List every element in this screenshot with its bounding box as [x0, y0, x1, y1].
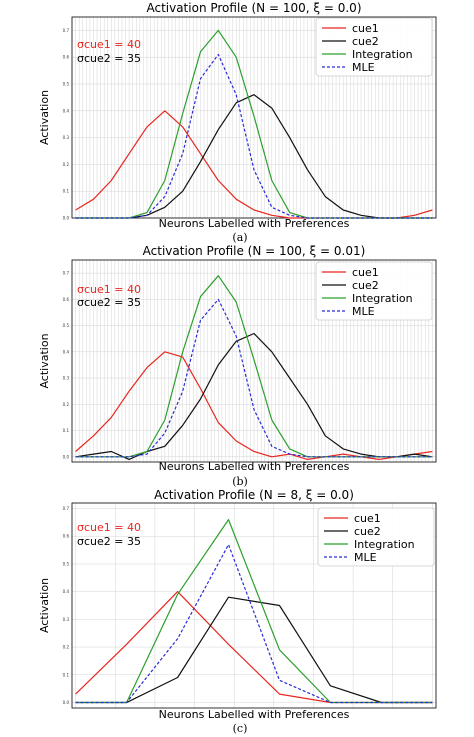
- y-tick-label: 0.3: [63, 617, 70, 622]
- legend-label-mle: MLE: [352, 61, 375, 74]
- legend-label-cue1: cue1: [354, 512, 381, 525]
- series-line-mle: [75, 53, 433, 219]
- legend-label-mle: MLE: [352, 305, 375, 318]
- y-tick-label: 0.6: [63, 534, 70, 539]
- series-line-cue2: [75, 596, 433, 704]
- y-axis-label: Activation: [38, 90, 51, 145]
- series-line-cue1: [75, 351, 433, 460]
- chart-title: Activation Profile (N = 8, ξ = 0.0): [154, 488, 354, 502]
- chart-title: Activation Profile (N = 100, ξ = 0.01): [143, 244, 366, 258]
- legend-box: [315, 261, 433, 321]
- y-tick-label: 0.0: [63, 454, 70, 459]
- series-line-mle: [75, 298, 433, 458]
- legend-box: [317, 507, 435, 567]
- y-tick-label: 0.3: [63, 376, 70, 381]
- y-tick-label: 0.1: [63, 672, 70, 677]
- sigma-cue2-annotation: σcue2 = 35: [77, 535, 141, 548]
- chart-panel-1: 0.0 0.1 0.2 0.3 0.4 0.5 0.6 0.7 Activation Profi…: [38, 1, 437, 244]
- y-tick-label: 0.7: [63, 271, 70, 276]
- sigma-cue1-annotation: σcue1 = 40: [77, 283, 141, 296]
- figure-caption: (b): [232, 475, 248, 488]
- y-tick-label: 0.4: [63, 589, 70, 594]
- y-tick-label: 0.5: [63, 323, 70, 328]
- legend-label-cue1: cue1: [352, 266, 379, 279]
- chart-panel-2: 0.0 0.1 0.2 0.3 0.4 0.5 0.6 0.7 Activation Profi…: [38, 244, 437, 488]
- chart-panel-3: 0.0 0.1 0.2 0.3 0.4 0.5 0.6 0.7 Activation Profi…: [38, 488, 437, 735]
- figure-caption: (c): [233, 722, 248, 735]
- legend-label-cue2: cue2: [352, 279, 379, 292]
- sigma-cue2-annotation: σcue2 = 35: [77, 296, 141, 309]
- legend-label-cue1: cue1: [352, 22, 379, 35]
- y-tick-label: 0.1: [63, 428, 70, 433]
- legend-box: [315, 17, 433, 77]
- chart-title: Activation Profile (N = 100, ξ = 0.0): [146, 1, 361, 15]
- sigma-cue1-annotation: σcue1 = 40: [77, 521, 141, 534]
- series-line-cue2: [75, 332, 433, 460]
- y-tick-label: 0.7: [63, 28, 70, 33]
- y-tick-label: 0.2: [63, 162, 70, 167]
- sigma-cue1-annotation: σcue1 = 40: [77, 38, 141, 51]
- y-tick-label: 0.6: [63, 55, 70, 60]
- series-line-cue2: [75, 94, 433, 219]
- y-axis-label: Activation: [38, 333, 51, 388]
- y-tick-label: 0.7: [63, 506, 70, 511]
- sigma-cue2-annotation: σcue2 = 35: [77, 52, 141, 65]
- legend-label-integration: Integration: [354, 538, 415, 551]
- y-tick-label: 0.0: [63, 216, 70, 221]
- legend-label-cue2: cue2: [354, 525, 381, 538]
- y-tick-label: 0.4: [63, 349, 70, 354]
- y-tick-label: 0.2: [63, 645, 70, 650]
- legend-label-mle: MLE: [354, 551, 377, 564]
- y-tick-label: 0.3: [63, 135, 70, 140]
- y-tick-label: 0.5: [63, 561, 70, 566]
- x-axis-label: Neurons Labelled with Preferences: [159, 217, 350, 230]
- y-tick-label: 0.2: [63, 402, 70, 407]
- plot-frame: [71, 259, 437, 463]
- y-tick-label: 0.5: [63, 82, 70, 87]
- x-axis-label: Neurons Labelled with Preferences: [159, 708, 350, 721]
- series-line-mle: [75, 543, 433, 704]
- legend-label-cue2: cue2: [352, 35, 379, 48]
- plot-frame: [71, 502, 437, 709]
- y-axis-label: Activation: [38, 578, 51, 633]
- x-axis-label: Neurons Labelled with Preferences: [159, 460, 350, 473]
- legend-label-integration: Integration: [352, 48, 413, 61]
- y-tick-label: 0.4: [63, 108, 70, 113]
- y-tick-label: 0.6: [63, 297, 70, 302]
- plot-frame: [71, 16, 437, 219]
- legend-label-integration: Integration: [352, 292, 413, 305]
- y-tick-label: 0.1: [63, 189, 70, 194]
- figure-caption: (a): [232, 231, 247, 244]
- y-tick-label: 0.0: [63, 700, 70, 705]
